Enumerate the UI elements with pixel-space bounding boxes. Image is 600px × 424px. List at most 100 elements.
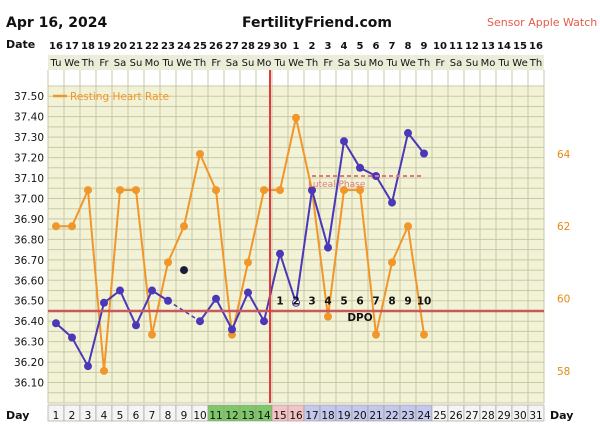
hr-point bbox=[84, 186, 92, 195]
y-right-tick: 64 bbox=[557, 149, 571, 161]
dpo-number: 1 bbox=[276, 296, 283, 308]
hr-point bbox=[260, 186, 268, 195]
temp-line-segment bbox=[247, 292, 265, 322]
y-left-tick: 36.40 bbox=[14, 316, 44, 328]
weekday-label: Sa bbox=[338, 58, 350, 69]
temp-line-segment bbox=[375, 175, 393, 204]
hr-point bbox=[164, 258, 172, 267]
day-label: 18 bbox=[321, 410, 334, 422]
temp-line-segment bbox=[135, 290, 153, 326]
date-label: 22 bbox=[145, 41, 159, 52]
date-label: 27 bbox=[225, 41, 239, 52]
temp-point bbox=[228, 325, 236, 334]
temp-point bbox=[388, 198, 396, 207]
y-left-tick: 36.60 bbox=[14, 275, 44, 287]
date-label: 4 bbox=[341, 41, 348, 52]
weekday-label: Sa bbox=[450, 58, 462, 69]
date-label: 2 bbox=[309, 41, 316, 52]
hr-line-segment bbox=[407, 226, 425, 335]
weekday-label: Tu bbox=[386, 58, 398, 69]
temp-point bbox=[68, 333, 76, 342]
hr-point bbox=[180, 222, 188, 231]
day-label: 1 bbox=[53, 410, 60, 422]
legend-label: Resting Heart Rate bbox=[70, 91, 169, 103]
date-label: 5 bbox=[357, 41, 364, 52]
hr-line-segment bbox=[391, 225, 409, 263]
y-left-tick: 37.20 bbox=[14, 153, 44, 165]
y-left-tick: 36.80 bbox=[14, 234, 44, 246]
date-label: 25 bbox=[193, 41, 207, 52]
y-left-tick: 36.20 bbox=[14, 357, 44, 369]
day-label: 21 bbox=[369, 410, 382, 422]
weekday-label: Tu bbox=[50, 58, 62, 69]
temp-point bbox=[164, 296, 172, 305]
day-label: 6 bbox=[133, 410, 140, 422]
date-label: 21 bbox=[129, 41, 143, 52]
temp-line-segment bbox=[295, 190, 313, 303]
day-label: 25 bbox=[433, 410, 446, 422]
weekday-label: Sa bbox=[226, 58, 238, 69]
series-lines bbox=[55, 117, 425, 371]
weekday-row-bg bbox=[48, 55, 544, 70]
y-left-tick: 37.10 bbox=[14, 173, 44, 185]
day-label: 12 bbox=[225, 410, 238, 422]
weekday-label: Th bbox=[305, 58, 318, 69]
temp-line-segment bbox=[311, 190, 329, 248]
hr-point bbox=[52, 222, 60, 231]
date-label: 17 bbox=[65, 41, 79, 52]
y-left-tick: 37.50 bbox=[14, 91, 44, 103]
temp-point bbox=[356, 163, 364, 172]
weekday-label: We bbox=[288, 58, 303, 69]
hr-line-segment bbox=[151, 262, 169, 335]
date-label: 20 bbox=[113, 41, 127, 52]
weekday-label: Su bbox=[466, 58, 479, 69]
day-label: 26 bbox=[449, 410, 463, 422]
date-row-label: Date bbox=[6, 38, 35, 51]
day-label: 13 bbox=[241, 410, 254, 422]
hr-point bbox=[324, 312, 332, 321]
day-cell bbox=[527, 404, 545, 422]
date-label: 29 bbox=[257, 41, 271, 52]
day-label: 31 bbox=[529, 410, 542, 422]
weekday-label: We bbox=[64, 58, 79, 69]
weekday-label: Tu bbox=[498, 58, 510, 69]
dpo-number: 3 bbox=[308, 296, 315, 308]
date-label: 3 bbox=[325, 41, 332, 52]
dpo-number: 7 bbox=[372, 296, 379, 308]
hr-point bbox=[148, 330, 156, 339]
dpo-label: DPO bbox=[347, 312, 372, 324]
dpo-number: 2 bbox=[292, 296, 299, 308]
temp-line-dashed bbox=[167, 300, 201, 322]
day-label: 27 bbox=[465, 410, 478, 422]
hr-line-segment bbox=[279, 117, 297, 191]
temp-point bbox=[52, 319, 60, 328]
weekday-label: Mo bbox=[481, 58, 496, 69]
date-label: 10 bbox=[433, 41, 447, 52]
weekday-label: Tu bbox=[274, 58, 286, 69]
temp-point bbox=[148, 286, 156, 295]
weekday-label: We bbox=[400, 58, 415, 69]
hr-line-segment bbox=[327, 189, 345, 317]
date-label: 30 bbox=[273, 41, 287, 52]
day-label: 8 bbox=[165, 410, 172, 422]
temp-point-open bbox=[292, 298, 300, 307]
temp-point bbox=[244, 288, 252, 297]
dpo-number: 6 bbox=[356, 296, 363, 308]
day-label: 22 bbox=[385, 410, 398, 422]
hr-point bbox=[116, 186, 124, 195]
day-label: 16 bbox=[289, 410, 303, 422]
day-label: 30 bbox=[513, 410, 526, 422]
temp-point bbox=[196, 317, 204, 326]
day-label: 7 bbox=[149, 410, 156, 422]
day-label: 9 bbox=[181, 410, 188, 422]
date-label: 11 bbox=[449, 41, 463, 52]
hr-line-segment bbox=[311, 189, 329, 317]
weekday-label: Su bbox=[130, 58, 143, 69]
temp-point bbox=[324, 243, 332, 252]
temp-line-segment bbox=[327, 141, 345, 248]
weekday-label: We bbox=[176, 58, 191, 69]
y-right-tick: 62 bbox=[557, 221, 570, 233]
weekday-label: Sa bbox=[114, 58, 126, 69]
dpo-number: 9 bbox=[404, 296, 411, 308]
